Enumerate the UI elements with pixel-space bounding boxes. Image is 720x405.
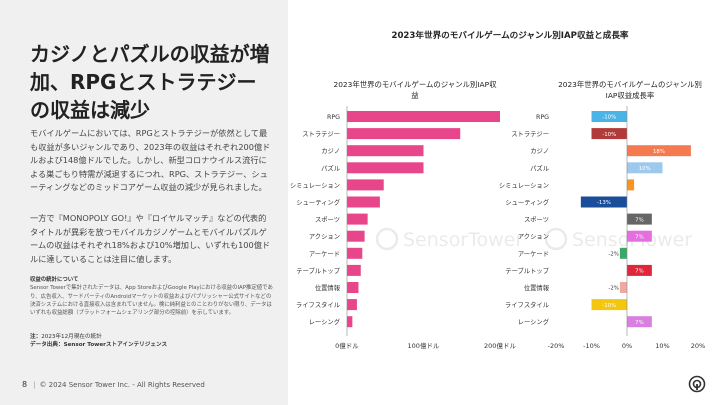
growth-data-label: -10% bbox=[602, 132, 616, 138]
methodology-text: Sensor Towerで集計されたデータは、App StoreおよびGoogl… bbox=[30, 285, 273, 317]
footer: 8 | © 2024 Sensor Tower Inc. - All Rights … bbox=[22, 380, 205, 389]
revenue-category-label: シューティング bbox=[296, 198, 340, 207]
growth-category-label: ストラテジー bbox=[511, 130, 549, 138]
methodology-title: 収益の統計について bbox=[30, 277, 79, 283]
growth-category-label: シミュレーション bbox=[499, 182, 549, 189]
growth-tick-label: 10% bbox=[655, 342, 669, 350]
revenue-bar bbox=[347, 145, 424, 157]
growth-category-label: アクション bbox=[518, 233, 549, 241]
revenue-category-label: パズル bbox=[321, 163, 340, 172]
growth-tick-label: 0% bbox=[622, 342, 632, 350]
growth-category-label: レーシング bbox=[518, 317, 550, 326]
revenue-category-label: 位置情報 bbox=[315, 283, 341, 292]
revenue-bar bbox=[347, 299, 357, 311]
revenue-tick-label: 0億ドル bbox=[335, 341, 359, 350]
growth-bar bbox=[627, 162, 663, 174]
revenue-category-label: シミュレーション bbox=[290, 182, 340, 189]
revenue-category-label: アクション bbox=[309, 233, 340, 241]
growth-category-label: スポーツ bbox=[524, 216, 549, 224]
growth-bar bbox=[619, 282, 627, 293]
revenue-tick-label: 100億ドル bbox=[408, 341, 440, 350]
growth-tick-label: 20% bbox=[691, 342, 705, 350]
revenue-category-label: レーシング bbox=[309, 317, 341, 326]
growth-data-label: -10% bbox=[602, 115, 616, 121]
revenue-bar bbox=[347, 213, 368, 225]
growth-data-label: -10% bbox=[602, 303, 616, 309]
headline: カジノとパズルの収益が増加、RPGとストラテジーの収益は減少 bbox=[30, 42, 270, 122]
growth-bar bbox=[591, 299, 627, 311]
revenue-category-label: ストラテジー bbox=[302, 130, 340, 138]
body-paragraph-1: モバイルゲームにおいては、RPGとストラテジーが依然として最も収益が多いジャンル… bbox=[30, 128, 271, 192]
svg-text:SensorTower: SensorTower bbox=[403, 229, 523, 251]
growth-tick-label: -20% bbox=[548, 342, 565, 350]
growth-bar bbox=[591, 111, 627, 122]
revenue-bar bbox=[347, 247, 363, 259]
methodology-note: 収益の統計について Sensor Towerで集計されたデータは、App Sto… bbox=[30, 276, 274, 317]
growth-panel-title: 2023年世界のモバイルゲームのジャンル別IAP収益成長率 bbox=[558, 80, 702, 100]
revenue-bar bbox=[347, 162, 424, 174]
growth-bar bbox=[580, 196, 627, 208]
growth-data-label: -2% bbox=[608, 286, 619, 292]
growth-bar bbox=[627, 213, 652, 225]
revenue-bar bbox=[347, 282, 359, 293]
growth-tick-label: -10% bbox=[583, 342, 600, 350]
watermark-1: SensorTower bbox=[375, 227, 523, 251]
revenue-category-label: ライフスタイル bbox=[296, 300, 340, 309]
note-label: 注： bbox=[30, 334, 42, 340]
revenue-bar bbox=[347, 264, 361, 276]
source-text: Sensor Towerストアインテリジェンス bbox=[63, 342, 168, 349]
note-line: 注：2023年12月現在の統計 bbox=[30, 333, 274, 341]
chart-title: 2023年世界のモバイルゲームのジャンル別IAP収益と成長率 bbox=[391, 31, 629, 41]
revenue-tick-label: 200億ドル bbox=[484, 341, 516, 350]
growth-category-label: ライフスタイル bbox=[505, 300, 549, 309]
growth-data-label: -13% bbox=[597, 200, 611, 206]
growth-category-label: 位置情報 bbox=[524, 283, 550, 292]
revenue-category-label: テーブルトップ bbox=[296, 266, 340, 275]
growth-bar bbox=[591, 128, 627, 140]
source-line: データ出典：Sensor Towerストアインテリジェンス bbox=[30, 341, 274, 349]
growth-bar bbox=[627, 230, 652, 242]
copyright: © 2024 Sensor Tower Inc. - All Rights Re… bbox=[39, 381, 205, 389]
growth-category-label: カジノ bbox=[530, 147, 549, 155]
revenue-category-label: アーケード bbox=[309, 250, 340, 258]
revenue-category-label: スポーツ bbox=[315, 216, 340, 224]
left-panel: カジノとパズルの収益が増加、RPGとストラテジーの収益は減少 モバイルゲームにお… bbox=[0, 0, 288, 405]
source-label: データ出典： bbox=[30, 342, 64, 349]
revenue-category-label: RPG bbox=[327, 114, 340, 121]
growth-data-label: 7% bbox=[635, 269, 644, 275]
page-number: 8 bbox=[22, 380, 28, 389]
revenue-bar bbox=[347, 230, 365, 242]
growth-data-label: 10% bbox=[639, 166, 651, 172]
revenue-panel-title: 2023年世界のモバイルゲームのジャンル別IAP収益 bbox=[333, 80, 497, 100]
revenue-bar bbox=[347, 316, 353, 328]
revenue-category-label: カジノ bbox=[321, 147, 340, 155]
growth-data-label: 2% bbox=[635, 183, 644, 189]
growth-data-label: -2% bbox=[608, 252, 619, 258]
notes: 注：2023年12月現在の統計 データ出典：Sensor Towerストアインテ… bbox=[30, 333, 274, 350]
watermark-2: SensorTower bbox=[544, 227, 692, 251]
growth-bar bbox=[627, 179, 635, 191]
growth-bar bbox=[627, 316, 652, 328]
revenue-bar bbox=[347, 179, 384, 191]
growth-category-label: テーブルトップ bbox=[505, 266, 549, 275]
revenue-bar bbox=[347, 196, 380, 208]
growth-data-label: 18% bbox=[653, 149, 665, 155]
growth-bar bbox=[627, 264, 652, 276]
growth-category-label: シューティング bbox=[505, 198, 549, 207]
note-text: 2023年12月現在の統計 bbox=[41, 334, 102, 340]
revenue-bar bbox=[347, 128, 461, 140]
growth-bar bbox=[619, 247, 627, 259]
revenue-bar bbox=[347, 111, 500, 122]
growth-bar bbox=[627, 145, 691, 157]
growth-category-label: アーケード bbox=[518, 250, 549, 258]
growth-data-label: 7% bbox=[635, 217, 644, 223]
body-paragraph-2: 一方で『MONOPOLY GO!』や『ロイヤルマッチ』などの代表的タイトルが異彩… bbox=[30, 213, 271, 264]
growth-data-label: 7% bbox=[635, 234, 644, 240]
sensor-tower-logo-icon bbox=[688, 375, 706, 393]
growth-category-label: RPG bbox=[536, 114, 549, 121]
footer-separator: | bbox=[33, 381, 36, 389]
growth-data-label: 7% bbox=[635, 320, 644, 326]
growth-category-label: パズル bbox=[530, 163, 549, 172]
